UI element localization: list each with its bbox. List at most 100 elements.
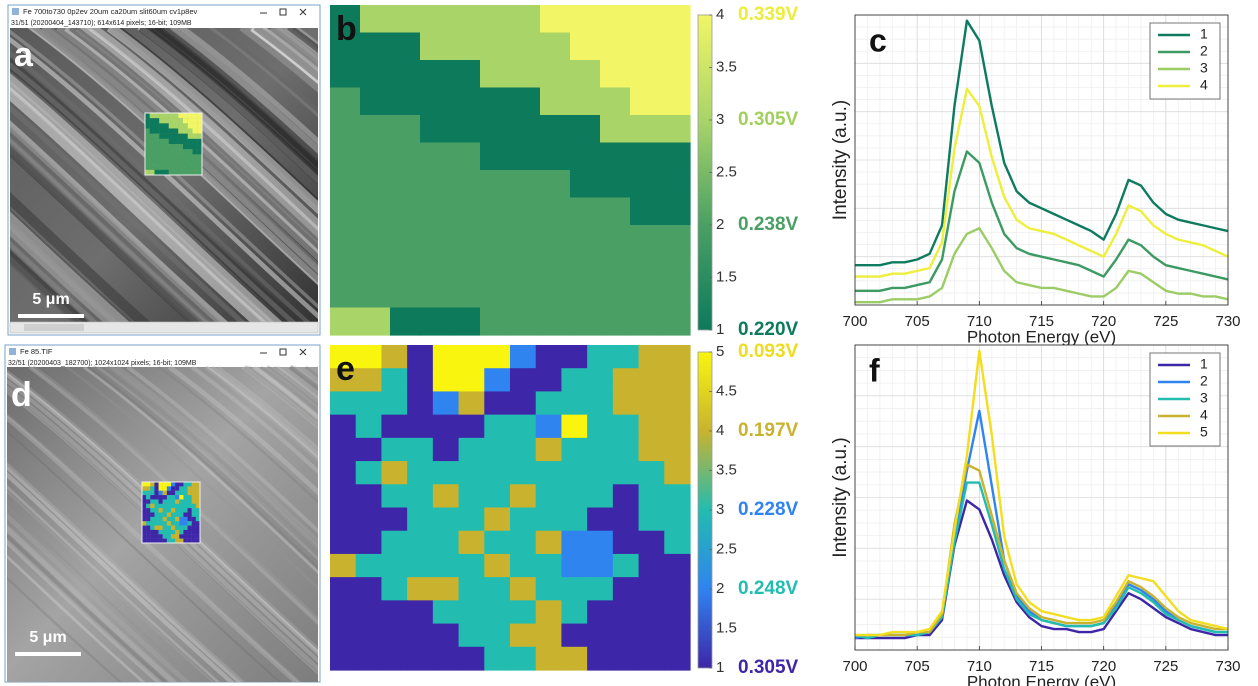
micrograph-streak [56, 28, 318, 262]
map-cell [330, 252, 361, 281]
scale-bar [18, 314, 84, 318]
map-cell [450, 5, 481, 34]
map-cell [420, 170, 451, 199]
map-cell [480, 32, 511, 61]
map-cell [420, 60, 451, 89]
map-cell [381, 461, 408, 485]
map-cell [660, 87, 691, 116]
map-cell [630, 32, 661, 61]
cluster-map [330, 5, 691, 336]
map-cell [390, 197, 421, 226]
colorbar-tick-label: 4.5 [716, 382, 737, 399]
micrograph-streak [260, 365, 318, 413]
map-cell [587, 484, 614, 509]
map-cell [407, 437, 434, 462]
map-cell [540, 32, 571, 61]
map-cell [535, 414, 563, 439]
map-cell [407, 507, 434, 532]
map-cell [355, 507, 383, 532]
level-label: 0.238V [738, 214, 799, 235]
map-cell [330, 225, 361, 254]
map-cell [612, 507, 640, 532]
map-cell [510, 391, 537, 416]
map-cell [458, 391, 485, 416]
map-cell [535, 623, 563, 648]
map-cell [420, 87, 451, 116]
map-cell [587, 553, 614, 578]
map-cell [600, 87, 631, 116]
map-cell [450, 170, 481, 199]
map-cell [612, 414, 640, 439]
map-cell [480, 115, 511, 144]
x-tick-label: 725 [1153, 658, 1178, 675]
map-cell [587, 507, 614, 532]
map-cell [540, 170, 571, 199]
legend-label: 4 [1200, 407, 1208, 423]
micrograph-streak [7, 462, 246, 682]
map-cell [450, 142, 481, 171]
map-cell [381, 437, 408, 462]
map-cell [510, 60, 541, 89]
map-cell [355, 484, 383, 509]
map-cell [535, 345, 563, 369]
map-cell [540, 115, 571, 144]
map-cell [330, 507, 357, 532]
micrograph-streak [10, 104, 246, 322]
colorbar-tick-label: 4 [716, 422, 724, 439]
map-cell [540, 197, 571, 226]
map-cell [570, 5, 601, 34]
colorbar-tick-label: 1.5 [716, 619, 737, 636]
x-tick-label: 725 [1153, 313, 1178, 330]
map-cell [600, 197, 631, 226]
map-cell [638, 600, 665, 625]
map-cell [660, 252, 691, 281]
map-cell [570, 170, 601, 199]
map-cell [660, 225, 691, 254]
map-cell [612, 437, 640, 462]
map-cell [407, 600, 434, 625]
y-axis-label: Intensity (a.u.) [830, 100, 851, 220]
micrograph-streak [68, 28, 318, 250]
plot-frame [854, 14, 1229, 306]
scale-bar-label: 5 μm [32, 291, 69, 308]
map-cell [420, 115, 451, 144]
micrograph-streak [246, 365, 318, 425]
map-cell [612, 577, 640, 601]
map-cell [355, 553, 383, 578]
map-cell [638, 577, 665, 601]
map-cell [480, 197, 511, 226]
map-cell [660, 280, 691, 309]
map-cell [330, 368, 357, 393]
micrograph-streak [89, 28, 318, 231]
map-cell [432, 414, 460, 439]
map-cell [612, 623, 640, 648]
map-cell [587, 646, 614, 671]
map-cell [360, 197, 391, 226]
map-cell [540, 280, 571, 309]
close-button [299, 8, 307, 16]
x-tick-label: 705 [905, 658, 930, 675]
micrograph-streak [138, 28, 318, 185]
micrograph-streak [213, 28, 318, 114]
map-cell [480, 87, 511, 116]
map-cell [638, 646, 665, 671]
map-cell [407, 391, 434, 416]
micrograph-streak [7, 538, 163, 682]
map-cell [561, 461, 588, 485]
micrograph-streak [167, 365, 318, 496]
map-cell [561, 484, 588, 509]
map-cell [535, 577, 563, 601]
map-cell [540, 60, 571, 89]
map-cell [360, 87, 391, 116]
map-cell [484, 484, 511, 509]
micrograph-streak [7, 532, 170, 682]
colorbar-tick-label: 3 [716, 111, 724, 128]
panel-label: a [14, 36, 34, 74]
map-cell [407, 646, 434, 671]
map-cell [330, 142, 361, 171]
legend-label: 3 [1200, 390, 1208, 406]
map-cell [360, 225, 391, 254]
map-cell [381, 368, 408, 393]
map-cell [381, 623, 408, 648]
map-cell [510, 414, 537, 439]
